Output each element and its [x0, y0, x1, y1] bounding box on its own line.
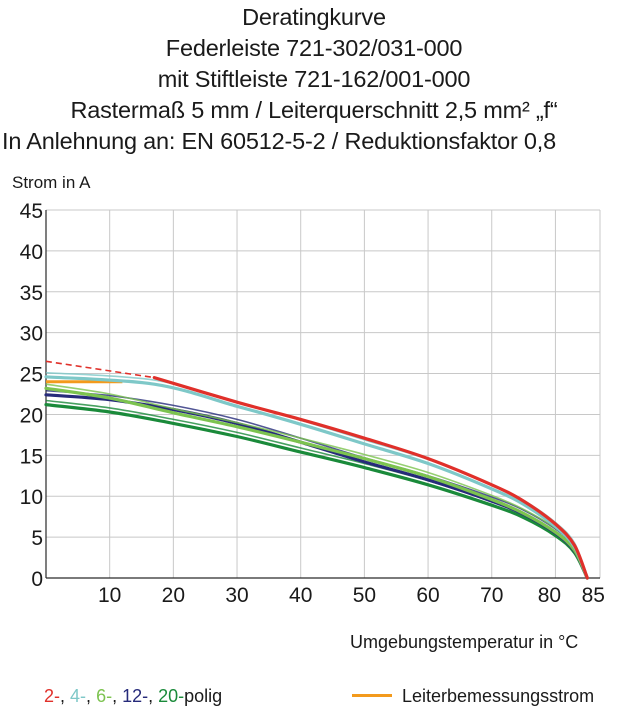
y-tick-label: 10 — [20, 486, 43, 509]
y-tick-label: 35 — [20, 282, 43, 305]
x-tick-label: 30 — [225, 584, 248, 607]
x-tick-label: 40 — [289, 584, 312, 607]
chart-subtitle-pitch: Rastermaß 5 mm / Leiterquerschnitt 2,5 m… — [70, 97, 558, 123]
legend-separator: , — [86, 686, 97, 706]
chart-title-block: Deratingkurve Federleiste 721-302/031-00… — [0, 2, 628, 157]
y-axis-label: Strom in A — [12, 173, 91, 192]
series-line-20-polig — [44, 403, 589, 580]
series-line-2-polig-dashed — [45, 360, 155, 379]
x-tick-label: 20 — [162, 584, 185, 607]
x-tick-label: 70 — [480, 584, 503, 607]
y-tick-label: 0 — [31, 568, 43, 591]
y-tick-label: 45 — [20, 200, 43, 223]
y-tick-label: 20 — [20, 404, 43, 427]
series-line-4-polig — [44, 375, 589, 580]
y-tick-label: 30 — [20, 323, 43, 346]
rated-current-label: Leiterbemessungsstrom — [402, 686, 595, 706]
x-tick-label: 60 — [416, 584, 439, 607]
x-tick-label: 50 — [353, 584, 376, 607]
legend-pole-12: 12- — [122, 686, 149, 706]
legend-suffix: polig — [184, 686, 223, 706]
legend-pole-counts: 2-, 4-, 6-, 12-, 20-polig — [44, 686, 222, 707]
y-tick-label: 15 — [20, 445, 43, 468]
plot-area — [46, 210, 600, 578]
legend-separator: , — [112, 686, 123, 706]
legend-rated-current: Leiterbemessungsstrom — [352, 686, 594, 707]
legend-pole-2: 2- — [44, 686, 61, 706]
y-tick-label: 40 — [20, 241, 43, 264]
series-line-6-polig — [44, 386, 589, 580]
chart-subtitle-standard: In Anlehnung an: EN 60512-5-2 / Reduktio… — [2, 128, 556, 154]
legend-pole-6: 6- — [96, 686, 113, 706]
chart-subtitle-pin: mit Stiftleiste 721-162/001-000 — [157, 66, 471, 92]
x-axis-label: Umgebungstemperatur in °C — [350, 632, 578, 652]
legend-pole-20: 20- — [158, 686, 185, 706]
chart-title: Deratingkurve — [242, 4, 386, 30]
x-tick-label: 10 — [98, 584, 121, 607]
y-tick-label: 5 — [31, 527, 43, 550]
y-tick-label: 25 — [20, 364, 43, 387]
legend-separator: , — [148, 686, 159, 706]
chart-subtitle-socket: Federleiste 721-302/031-000 — [165, 35, 463, 61]
series-line-2-polig — [152, 376, 589, 580]
legend-pole-4: 4- — [70, 686, 87, 706]
legend-separator: , — [60, 686, 71, 706]
x-tick-label: 85 — [582, 584, 605, 607]
x-tick-label: 80 — [538, 584, 561, 607]
rated-current-swatch — [352, 693, 392, 697]
